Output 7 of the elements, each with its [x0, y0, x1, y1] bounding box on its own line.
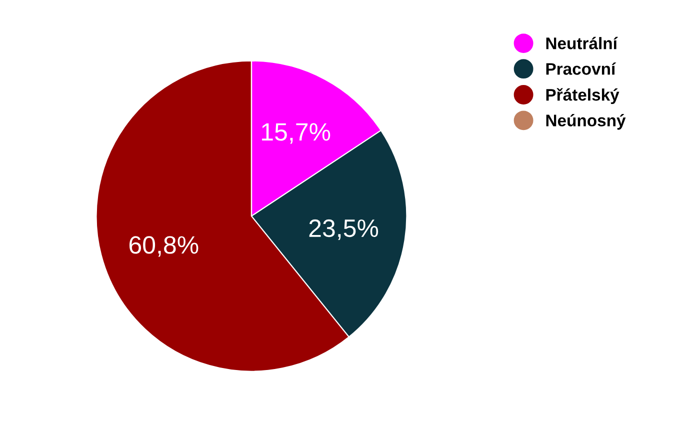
legend-label: Neutrální [546, 36, 618, 50]
legend-label: Neúnosný [546, 114, 626, 130]
data-label: 23,5% [309, 219, 378, 240]
data-label: 15,7% [262, 123, 330, 144]
legend-label: Přátelský [546, 88, 620, 104]
data-label: 60,8% [129, 236, 198, 257]
legend-label: Pracovní [546, 62, 616, 75]
